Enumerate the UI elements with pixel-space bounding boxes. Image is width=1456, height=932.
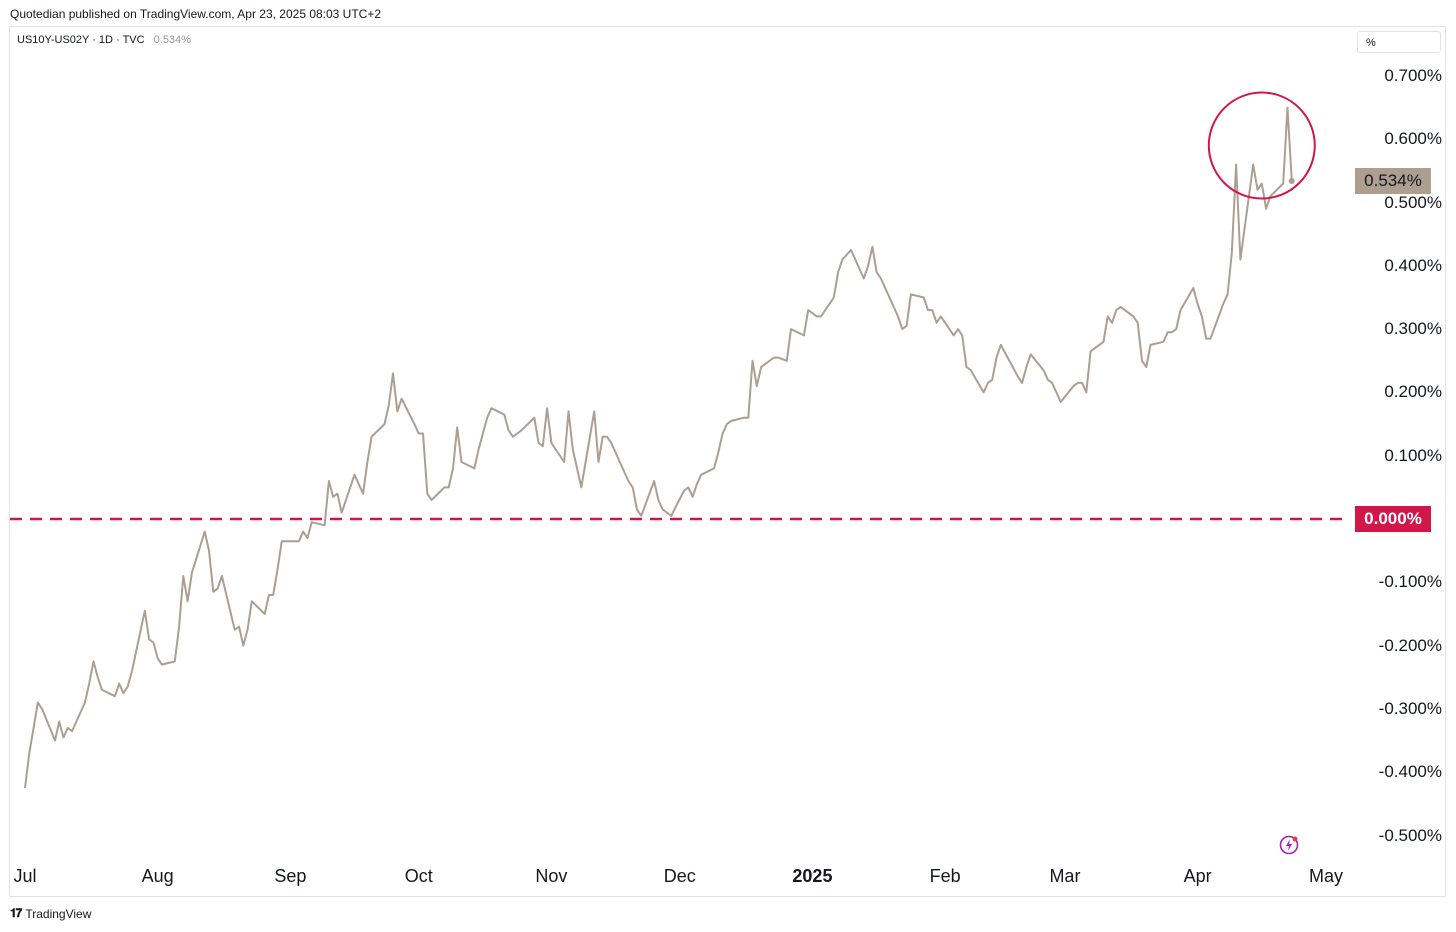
x-tick-label: Dec [663,866,696,886]
y-tick-label: 0.100% [1384,445,1442,465]
x-tick-label: May [1308,866,1344,886]
y-tick-label: 0.300% [1384,319,1442,339]
lightning-icon[interactable] [1278,834,1300,856]
y-tick-label: 0.200% [1384,382,1442,402]
x-tick-label: Oct [404,866,433,886]
zero-line-badge: 0.000% [1355,506,1431,532]
footer-brand: TradingView [25,906,92,921]
x-tick-label: Apr [1183,866,1212,886]
y-tick-label: 0.700% [1384,65,1442,85]
x-tick-label: Jul [13,866,37,886]
last-price-badge: 0.534% [1355,168,1431,194]
footer[interactable]: 𝟏𝟕 TradingView [10,906,91,921]
publisher-line: Quotedian published on TradingView.com, … [10,7,382,21]
y-tick-label: 0.500% [1384,192,1442,212]
x-tick-label: 2025 [792,866,833,886]
y-tick-label: -0.500% [1378,825,1442,845]
x-tick-label: Sep [274,866,307,886]
symbol-legend[interactable]: US10Y-US02Y · 1D · TVC 0.534% [17,34,191,46]
y-tick-label: -0.200% [1378,635,1442,655]
last-point-marker [1288,177,1295,184]
x-tick-label: Feb [929,866,961,886]
y-tick-label: -0.300% [1378,698,1442,718]
series-line[interactable] [24,106,1293,789]
symbol-name: US10Y-US02Y · 1D · TVC [17,34,145,46]
x-tick-label: Aug [141,866,174,886]
y-tick-label: 0.600% [1384,129,1442,149]
y-tick-label: 0.400% [1384,255,1442,275]
x-tick-label: Nov [535,866,568,886]
x-tick-label: Mar [1049,866,1081,886]
chart-frame [9,26,1446,897]
unit-button[interactable]: % [1357,31,1441,53]
y-tick-label: -0.400% [1378,762,1442,782]
annotation-circle[interactable] [1207,91,1316,200]
tradingview-logo-icon: 𝟏𝟕 [10,906,22,920]
y-tick-label: -0.100% [1378,572,1442,592]
symbol-last-value: 0.534% [153,34,191,46]
